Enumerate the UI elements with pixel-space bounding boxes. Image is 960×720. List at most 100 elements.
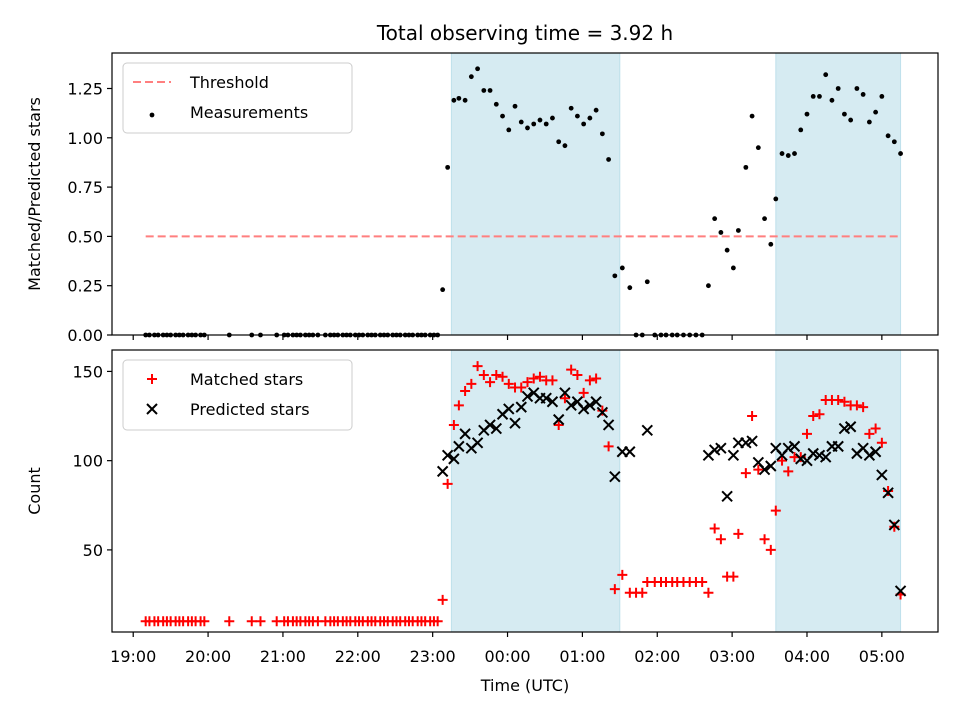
measurement-point <box>730 265 736 271</box>
matched-star-point <box>559 393 570 404</box>
matched-star-point <box>870 423 881 434</box>
predicted-star-point <box>788 440 801 453</box>
measurement-point <box>568 105 574 111</box>
predicted-star-point <box>832 440 844 453</box>
measurement-point <box>898 151 903 156</box>
matched-star-point <box>591 373 602 384</box>
matched-star-point <box>553 419 564 430</box>
measurement-point <box>712 216 718 222</box>
matched-star-point <box>453 400 464 411</box>
legend-measurement-swatch <box>149 112 155 118</box>
bottom-shaded-interval <box>775 349 902 633</box>
measurement-point <box>779 151 785 156</box>
predicted-star-point <box>577 403 590 415</box>
predicted-star-point <box>641 424 653 437</box>
top-y-tick-label: 0.00 <box>67 326 103 345</box>
legend-matched-swatch <box>147 374 157 384</box>
bottom-y-axis-label: Count <box>25 467 44 515</box>
matched-star-point <box>572 369 583 380</box>
x-tick-label: 01:00 <box>559 647 605 666</box>
matched-star-point <box>728 571 739 582</box>
matched-star-point <box>839 396 850 407</box>
measurement-point <box>599 131 605 137</box>
matched-star-point <box>753 464 764 475</box>
legend-label: Predicted stars <box>190 400 310 419</box>
matched-star-point <box>733 528 744 539</box>
measurement-point <box>440 287 446 293</box>
matched-star-point <box>246 616 257 627</box>
predicted-star-point <box>436 465 449 478</box>
measurement-point <box>817 93 822 99</box>
measurement-point <box>866 119 872 125</box>
matched-star-point <box>715 534 726 545</box>
matched-star-point <box>503 378 514 389</box>
matched-star-point <box>584 375 595 386</box>
measurement-point <box>506 127 512 133</box>
x-tick-label: 04:00 <box>784 647 830 666</box>
matched-star-point <box>697 577 708 588</box>
matched-star-point <box>801 428 812 439</box>
x-tick-label: 03:00 <box>709 647 755 666</box>
matched-star-point <box>889 521 900 532</box>
predicted-star-point <box>602 419 615 431</box>
measurement-point <box>575 113 580 119</box>
matched-star-point <box>783 466 794 477</box>
matched-star-point <box>448 419 459 430</box>
measurement-point <box>587 115 593 121</box>
measurement-point <box>556 139 562 145</box>
measurement-point <box>735 228 741 233</box>
bottom-axes-frame <box>111 349 939 633</box>
matched-star-point <box>224 616 235 627</box>
measurement-point <box>848 117 854 123</box>
matched-star-point <box>432 616 443 627</box>
measurement-point <box>749 113 755 119</box>
measurement-point <box>481 88 487 93</box>
matched-star-point <box>522 377 533 388</box>
bottom-y-tick-label: 150 <box>72 362 103 381</box>
predicted-star-point <box>721 490 733 503</box>
measurement-point <box>531 121 537 127</box>
matched-star-point <box>851 400 862 411</box>
measurement-point <box>445 164 451 170</box>
predicted-star-point <box>876 469 888 481</box>
x-tick-label: 23:00 <box>410 647 456 666</box>
measurement-point <box>762 216 767 222</box>
predicted-star-point <box>882 487 894 499</box>
predicted-star-point <box>727 449 740 462</box>
matched-star-point <box>491 369 502 380</box>
matched-star-point <box>637 587 648 598</box>
measurement-point <box>627 285 633 291</box>
count-panel: 50 100 150 19:00 20:00 21:00 22:00 23:00 00:00 01… <box>72 349 939 666</box>
matched-star-point <box>437 594 448 605</box>
measurement-point <box>823 72 829 78</box>
predicted-star-point <box>894 585 907 597</box>
legend-label: Measurements <box>190 103 308 122</box>
matched-star-point <box>442 478 453 489</box>
predicted-star-point <box>453 440 465 453</box>
x-tick-label: 20:00 <box>185 647 231 666</box>
measurement-point <box>468 74 474 80</box>
matched-star-point <box>617 569 628 580</box>
x-tick-label: 05:00 <box>859 647 905 666</box>
measurement-point <box>755 145 761 151</box>
predicted-star-point <box>471 437 484 449</box>
measurement-point <box>785 153 791 158</box>
measurement-point <box>873 109 879 115</box>
measurement-point <box>804 111 810 117</box>
matched-star-point <box>858 402 869 413</box>
predicted-star-point <box>765 460 777 472</box>
ratio-panel: 0.00 0.25 0.50 0.75 1.00 1.25 Threshold Measure… <box>67 52 939 345</box>
predicted-star-point <box>552 413 565 426</box>
predicted-star-point <box>590 396 602 408</box>
matched-star-point <box>597 405 608 416</box>
matched-star-point <box>460 386 471 397</box>
measurement-point <box>581 121 587 127</box>
measurement-point <box>475 66 480 72</box>
measurement-point <box>842 111 847 117</box>
matched-star-point <box>547 375 558 386</box>
matched-star-point <box>709 523 720 534</box>
measurement-point <box>792 151 797 156</box>
matched-star-point <box>578 387 589 398</box>
matched-star-point <box>765 544 776 555</box>
